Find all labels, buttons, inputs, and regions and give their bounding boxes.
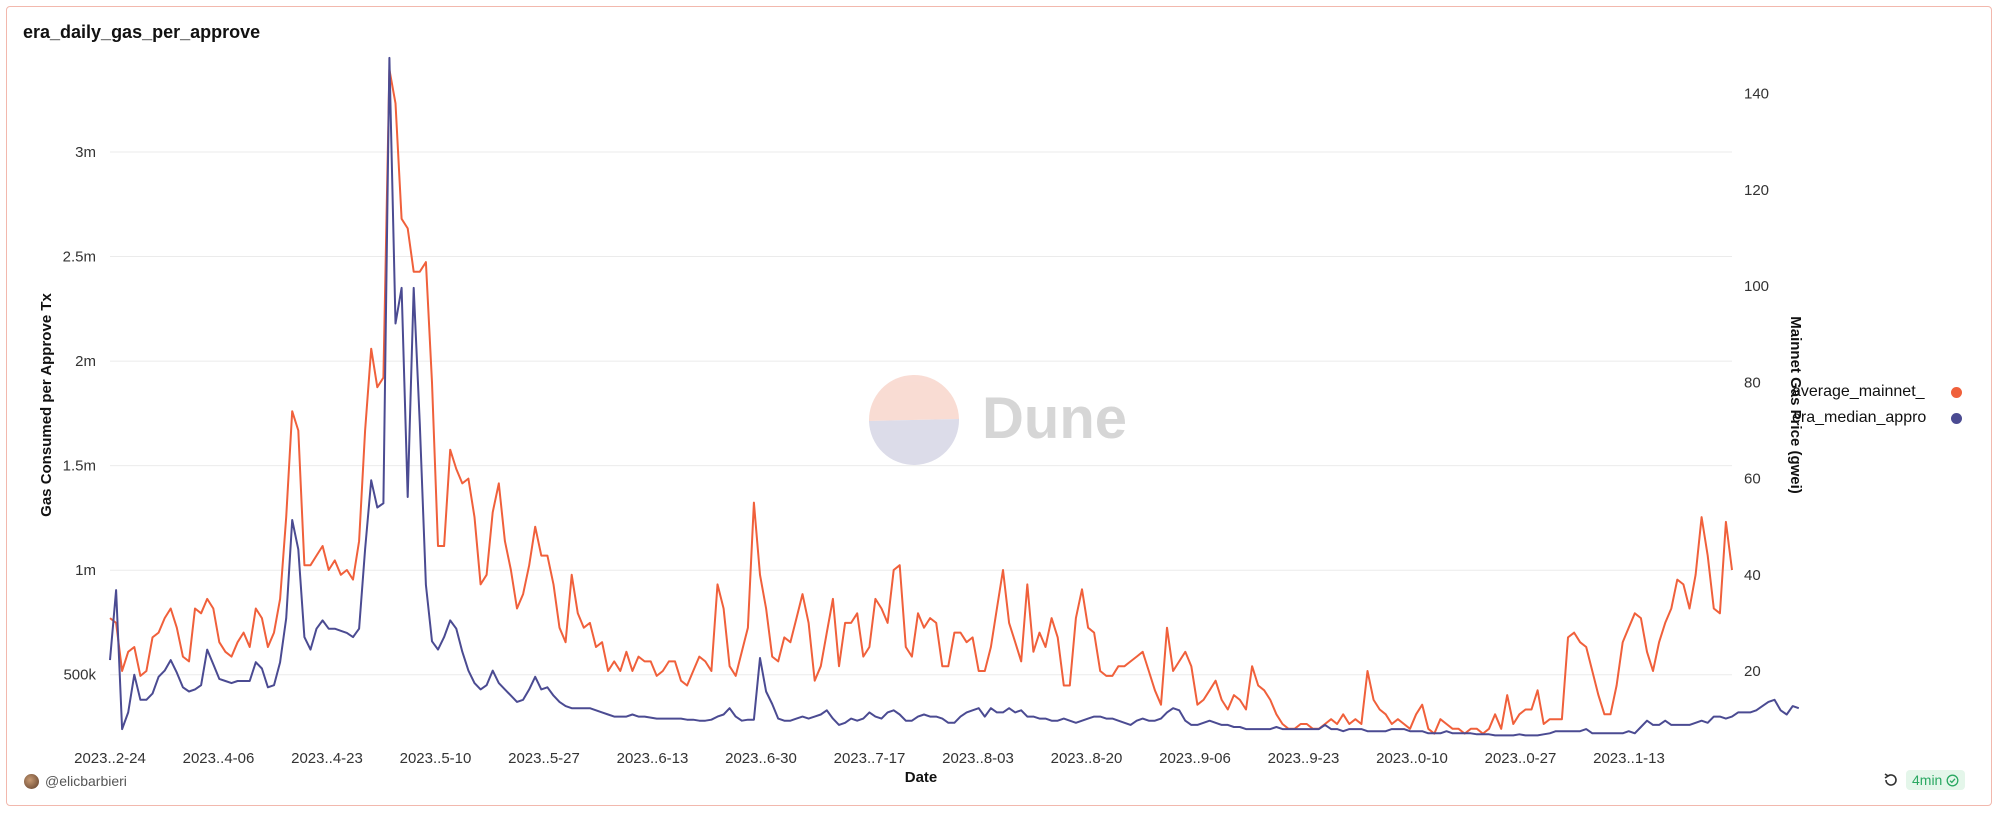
left-axis-ticks: 500k 1m 1.5m 2m 2.5m 3m [63, 144, 97, 684]
legend-swatch [1951, 413, 1962, 424]
x-tick-label: 2023..6-30 [725, 750, 797, 767]
right-axis-ticks: 20 40 60 80 100 120 140 [1744, 86, 1769, 680]
chart-card [6, 6, 1992, 806]
x-tick-label: 2023..9-23 [1268, 750, 1340, 767]
series-line-era_median_appro [109, 56, 1800, 737]
legend-item-era-median[interactable]: era_median_appro [1792, 409, 1962, 435]
x-tick-label: 2023..8-03 [942, 750, 1014, 767]
legend-label: era_median_appro [1792, 409, 1927, 426]
x-axis-label: Date [905, 769, 938, 786]
right-tick-label: 20 [1744, 663, 1761, 680]
x-tick-label: 2023..7-17 [834, 750, 906, 767]
right-axis-label: Mainnet Gas Price (gwei) [1787, 316, 1804, 494]
avatar [24, 773, 39, 789]
right-tick-label: 80 [1744, 374, 1761, 391]
left-tick-label: 2m [75, 353, 96, 370]
x-tick-label: 2023..8-20 [1051, 750, 1123, 767]
left-tick-label: 1m [75, 562, 96, 579]
chart-title: era_daily_gas_per_approve [23, 22, 261, 42]
watermark-logo-top [868, 374, 959, 421]
left-tick-label: 500k [63, 667, 96, 684]
refresh-icon[interactable] [1882, 771, 1900, 789]
x-tick-label: 2023..1-13 [1593, 750, 1665, 767]
author-name: @elicbarbieri [45, 773, 127, 789]
left-tick-label: 2.5m [63, 249, 96, 266]
dune-watermark: Dune [868, 374, 1127, 465]
x-tick-label: 2023..6-13 [617, 750, 689, 767]
right-tick-label: 120 [1744, 182, 1769, 199]
left-tick-label: 1.5m [63, 458, 96, 475]
x-tick-label: 2023..4-06 [183, 750, 255, 767]
left-axis-label: Gas Consumed per Approve Tx [38, 293, 55, 517]
x-tick-label: 2023..5-27 [508, 750, 580, 767]
freshness-text: 4min [1912, 772, 1943, 788]
right-tick-label: 60 [1744, 471, 1761, 488]
x-tick-label: 2023..0-27 [1485, 750, 1557, 767]
check-circle-icon [1946, 774, 1959, 786]
legend: average_mainnet_ era_median_appro [1792, 383, 1962, 435]
legend-swatch [1951, 387, 1962, 398]
series-lines [109, 56, 1800, 737]
right-tick-label: 140 [1744, 86, 1769, 103]
series-line-average_mainnet [109, 68, 1733, 735]
watermark-text: Dune [982, 386, 1127, 451]
legend-label: average_mainnet_ [1792, 383, 1925, 400]
x-tick-label: 2023..9-06 [1159, 750, 1231, 767]
author[interactable]: @elicbarbieri [24, 773, 127, 789]
legend-item-average-mainnet[interactable]: average_mainnet_ [1792, 383, 1962, 409]
x-tick-label: 2023..0-10 [1376, 750, 1448, 767]
x-tick-label: 2023..2-24 [74, 750, 146, 767]
freshness-badge: 4min [1906, 770, 1966, 790]
x-axis-ticks: 2023..2-24 2023..4-06 2023..4-23 2023..5-10… [74, 750, 1665, 767]
right-tick-label: 100 [1744, 278, 1769, 295]
x-tick-label: 2023..5-10 [400, 750, 472, 767]
right-tick-label: 40 [1744, 567, 1761, 584]
grid-lines [110, 151, 1732, 676]
watermark-logo-bottom [869, 419, 960, 465]
left-tick-label: 3m [75, 144, 96, 161]
x-tick-label: 2023..4-23 [291, 750, 363, 767]
